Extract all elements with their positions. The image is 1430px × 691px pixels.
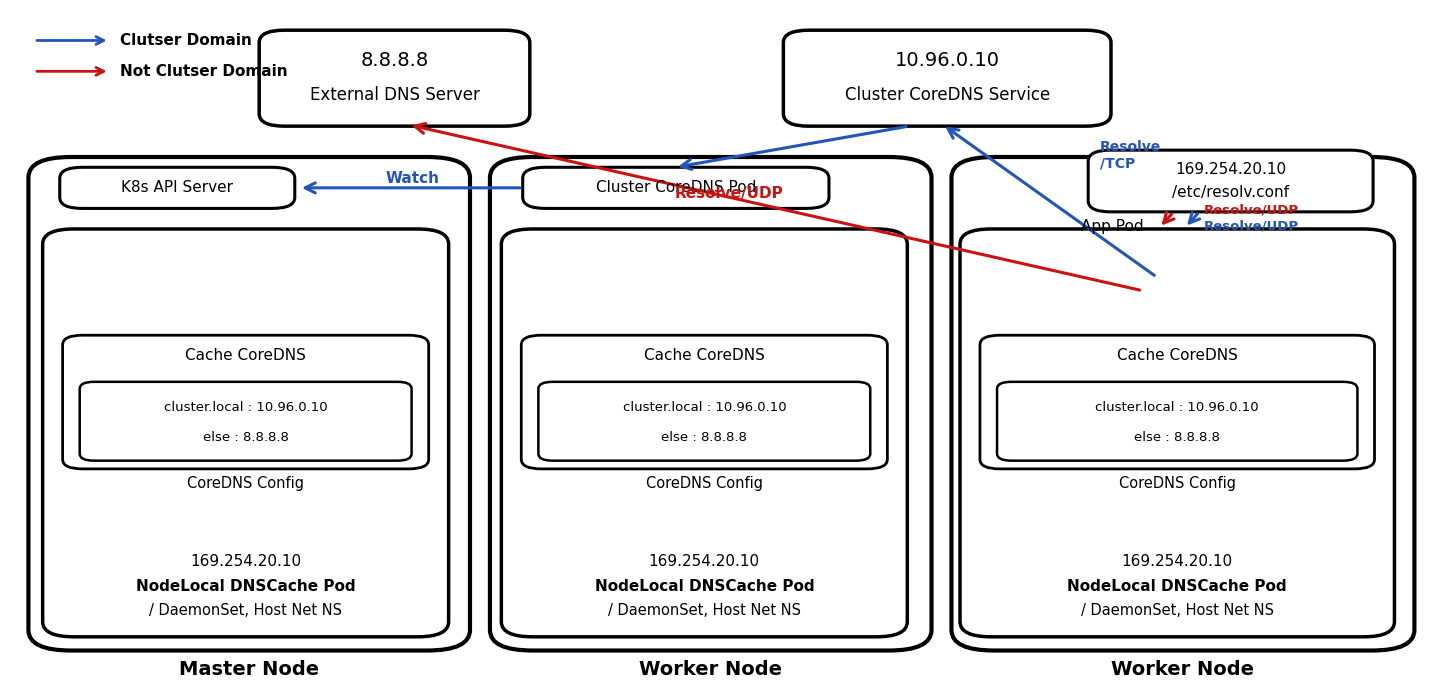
Text: External DNS Server: External DNS Server bbox=[309, 86, 479, 104]
FancyBboxPatch shape bbox=[960, 229, 1394, 637]
Text: / DaemonSet, Host Net NS: / DaemonSet, Host Net NS bbox=[1081, 603, 1274, 618]
Text: Cache CoreDNS: Cache CoreDNS bbox=[186, 348, 306, 363]
Text: K8s API Server: K8s API Server bbox=[122, 180, 233, 196]
Text: Resolve/UDP: Resolve/UDP bbox=[1204, 204, 1298, 217]
Text: Not Clutser Domain: Not Clutser Domain bbox=[120, 64, 287, 79]
Text: Cluster CoreDNS Pod: Cluster CoreDNS Pod bbox=[596, 180, 756, 196]
FancyBboxPatch shape bbox=[490, 157, 931, 650]
Text: CoreDNS Config: CoreDNS Config bbox=[646, 477, 762, 491]
FancyBboxPatch shape bbox=[522, 335, 888, 469]
Text: CoreDNS Config: CoreDNS Config bbox=[1118, 477, 1236, 491]
Text: else : 8.8.8.8: else : 8.8.8.8 bbox=[662, 430, 748, 444]
Text: else : 8.8.8.8: else : 8.8.8.8 bbox=[1134, 430, 1220, 444]
Text: 169.254.20.10: 169.254.20.10 bbox=[190, 554, 302, 569]
FancyBboxPatch shape bbox=[951, 157, 1414, 650]
Text: Worker Node: Worker Node bbox=[1111, 660, 1254, 679]
Text: / DaemonSet, Host Net NS: / DaemonSet, Host Net NS bbox=[149, 603, 342, 618]
Text: Master Node: Master Node bbox=[179, 660, 319, 679]
Text: cluster.local : 10.96.0.10: cluster.local : 10.96.0.10 bbox=[1095, 401, 1258, 415]
FancyBboxPatch shape bbox=[980, 335, 1374, 469]
FancyBboxPatch shape bbox=[538, 382, 871, 461]
Text: cluster.local : 10.96.0.10: cluster.local : 10.96.0.10 bbox=[164, 401, 327, 415]
Text: 169.254.20.10: 169.254.20.10 bbox=[649, 554, 759, 569]
Text: 169.254.20.10: 169.254.20.10 bbox=[1175, 162, 1286, 178]
FancyBboxPatch shape bbox=[997, 382, 1357, 461]
FancyBboxPatch shape bbox=[80, 382, 412, 461]
Text: NodeLocal DNSCache Pod: NodeLocal DNSCache Pod bbox=[595, 579, 814, 594]
Text: 169.254.20.10: 169.254.20.10 bbox=[1121, 554, 1233, 569]
FancyBboxPatch shape bbox=[1088, 150, 1373, 212]
Text: App Pod: App Pod bbox=[1081, 220, 1144, 234]
FancyBboxPatch shape bbox=[60, 167, 295, 209]
Text: CoreDNS Config: CoreDNS Config bbox=[187, 477, 305, 491]
Text: cluster.local : 10.96.0.10: cluster.local : 10.96.0.10 bbox=[622, 401, 786, 415]
Text: Cluster CoreDNS Service: Cluster CoreDNS Service bbox=[845, 86, 1050, 104]
Text: Clutser Domain: Clutser Domain bbox=[120, 33, 252, 48]
Text: Cache CoreDNS: Cache CoreDNS bbox=[644, 348, 765, 363]
FancyBboxPatch shape bbox=[784, 30, 1111, 126]
FancyBboxPatch shape bbox=[502, 229, 907, 637]
Text: 10.96.0.10: 10.96.0.10 bbox=[895, 51, 1000, 70]
FancyBboxPatch shape bbox=[29, 157, 470, 650]
Text: Cache CoreDNS: Cache CoreDNS bbox=[1117, 348, 1238, 363]
Text: Resolve/UDP: Resolve/UDP bbox=[675, 186, 784, 201]
Text: Worker Node: Worker Node bbox=[639, 660, 782, 679]
FancyBboxPatch shape bbox=[43, 229, 449, 637]
FancyBboxPatch shape bbox=[63, 335, 429, 469]
FancyBboxPatch shape bbox=[259, 30, 531, 126]
Text: Resolve/UDP: Resolve/UDP bbox=[1204, 219, 1298, 232]
Text: NodeLocal DNSCache Pod: NodeLocal DNSCache Pod bbox=[1067, 579, 1287, 594]
Text: 8.8.8.8: 8.8.8.8 bbox=[360, 51, 429, 70]
Text: /etc/resolv.conf: /etc/resolv.conf bbox=[1173, 184, 1290, 200]
Text: Resolve
/TCP: Resolve /TCP bbox=[1100, 140, 1161, 170]
FancyBboxPatch shape bbox=[523, 167, 829, 209]
Text: Watch: Watch bbox=[386, 171, 440, 187]
Text: NodeLocal DNSCache Pod: NodeLocal DNSCache Pod bbox=[136, 579, 356, 594]
Text: / DaemonSet, Host Net NS: / DaemonSet, Host Net NS bbox=[608, 603, 801, 618]
Text: else : 8.8.8.8: else : 8.8.8.8 bbox=[203, 430, 289, 444]
